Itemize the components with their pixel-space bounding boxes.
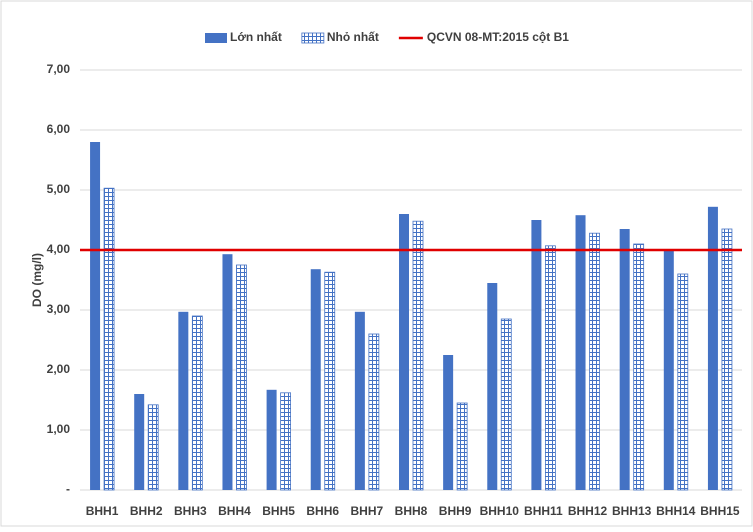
x-tick-label: BHH12 (568, 504, 608, 518)
bar (663, 250, 674, 490)
bar (721, 228, 733, 491)
bar (399, 214, 409, 490)
bar (310, 269, 321, 490)
bar (222, 254, 233, 490)
bar (178, 311, 189, 490)
x-tick-label: BHH15 (700, 504, 740, 518)
bar (707, 206, 718, 491)
x-tick-label: BHH1 (86, 504, 119, 518)
x-tick-label: BHH10 (480, 504, 520, 518)
legend-swatch (301, 32, 325, 44)
bar (500, 318, 512, 491)
y-tick-label: 5,00 (47, 182, 71, 196)
bar (191, 315, 203, 491)
bar (443, 355, 454, 490)
x-tick-label: BHH13 (612, 504, 652, 518)
x-tick-label: BHH2 (130, 504, 163, 518)
bar (280, 392, 292, 491)
legend-label: Nhỏ nhất (327, 30, 379, 44)
bar (677, 273, 689, 491)
y-tick-label: 4,00 (47, 242, 71, 256)
bar (354, 311, 365, 490)
x-tick-label: BHH4 (218, 504, 251, 518)
bar (545, 245, 556, 491)
x-tick-label: BHH11 (524, 504, 563, 518)
bar (90, 142, 101, 490)
bar (487, 283, 498, 490)
bar (324, 271, 336, 491)
y-tick-label: 7,00 (47, 62, 71, 76)
y-tick-label: 2,00 (47, 362, 71, 376)
y-axis-label: DO (mg/l) (30, 253, 44, 307)
x-tick-label: BHH8 (395, 504, 428, 518)
bar (236, 264, 247, 491)
x-tick-label: BHH5 (262, 504, 295, 518)
x-tick-label: BHH9 (439, 504, 472, 518)
bar (412, 220, 424, 491)
bar (456, 402, 468, 491)
legend-label: Lớn nhất (230, 30, 282, 44)
bar (575, 215, 586, 490)
x-tick-label: BHH14 (656, 504, 696, 518)
y-tick-label: 3,00 (47, 302, 71, 316)
bar (531, 220, 542, 490)
y-tick-label: 6,00 (47, 122, 71, 136)
bar (589, 232, 600, 491)
bar (134, 394, 145, 490)
bar (633, 243, 645, 491)
bar (619, 229, 630, 490)
x-tick-label: BHH7 (351, 504, 384, 518)
x-tick-label: BHH3 (174, 504, 207, 518)
legend-label: QCVN 08-MT:2015 cột B1 (427, 30, 569, 44)
bar (103, 187, 115, 491)
bar (266, 389, 277, 490)
legend-swatch (205, 33, 227, 43)
x-tick-label: BHH6 (306, 504, 339, 518)
y-tick-label: 1,00 (47, 422, 71, 436)
bar (368, 333, 380, 491)
y-tick-label: - (66, 482, 70, 496)
bar (147, 404, 159, 491)
